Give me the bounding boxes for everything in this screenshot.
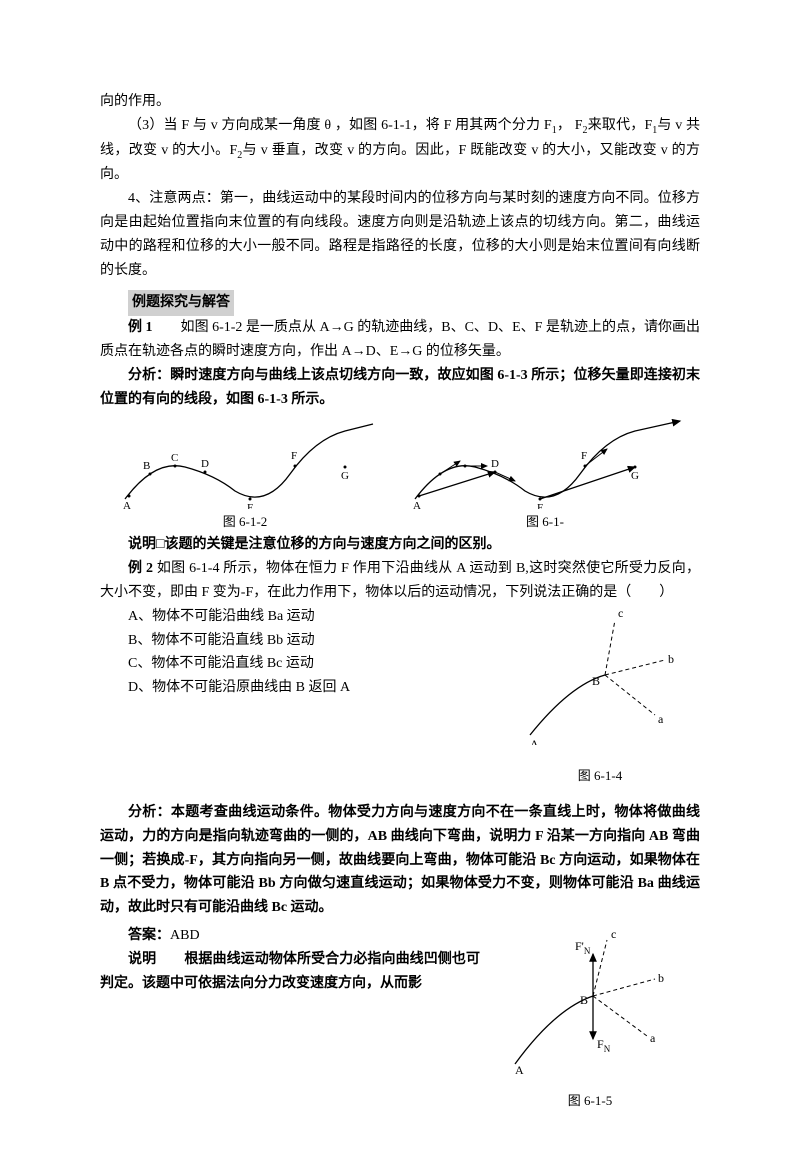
- figure-caption: 图 6-1-5: [568, 1090, 612, 1112]
- svg-text:G: G: [341, 470, 349, 482]
- svg-text:G: G: [631, 470, 639, 482]
- example-2-block: A、物体不可能沿曲线 Ba 运动 B、物体不可能沿直线 Bb 运动 C、物体不可…: [100, 605, 700, 787]
- paragraph-continuation: 向的作用。: [100, 90, 700, 114]
- svg-text:b: b: [668, 652, 674, 666]
- answer-line: 答案：ABD: [100, 924, 480, 948]
- svg-text:b: b: [658, 971, 664, 985]
- svg-text:D: D: [491, 458, 499, 470]
- figure-row-1: A B C D E F G 图 6-1-2: [100, 419, 700, 533]
- text: ， F: [557, 118, 583, 133]
- example-1: 例 1 如图 6-1-2 是一质点从 A→G 的轨迹曲线，B、C、D、E、F 是…: [100, 316, 700, 364]
- svg-text:a: a: [650, 1031, 656, 1045]
- force-diagram-icon: A B c b a: [510, 605, 690, 745]
- svg-text:FN: FN: [597, 1037, 611, 1054]
- figure-6-1-3: A D E F G 图 6-1-: [405, 419, 685, 533]
- option-a: A、物体不可能沿曲线 Ba 运动: [128, 605, 500, 629]
- note-text: 说明□该题的关键是注意位移的方向与速度方向之间的区别。: [128, 537, 500, 552]
- svg-text:E: E: [247, 502, 254, 509]
- example-1-note: 说明□该题的关键是注意位移的方向与速度方向之间的区别。: [100, 533, 700, 557]
- svg-text:E: E: [537, 502, 544, 509]
- figure-6-1-2: A B C D E F G 图 6-1-2: [115, 419, 375, 533]
- svg-text:c: c: [611, 927, 616, 941]
- example-2-analysis: 分析：本题考查曲线运动条件。物体受力方向与速度方向不在一条直线上时，物体将做曲线…: [100, 801, 700, 920]
- svg-text:B: B: [143, 460, 150, 472]
- svg-text:A: A: [123, 500, 131, 509]
- svg-text:c: c: [618, 606, 623, 620]
- svg-text:A: A: [413, 500, 421, 509]
- text: 来取代，F: [588, 118, 653, 133]
- option-d: D、物体不可能沿原曲线由 B 返回 A: [128, 676, 500, 700]
- section-header: 例题探究与解答: [128, 290, 234, 316]
- svg-text:F: F: [291, 450, 297, 462]
- final-block: 答案：ABD 说明 根据曲线运动物体所受合力必指向曲线凹侧也可判定。该题中可依据…: [100, 924, 700, 1112]
- example-2: 例 2 如图 6-1-4 所示，物体在恒力 F 作用下沿曲线从 A 运动到 B,…: [100, 557, 700, 605]
- curve-vectors-diagram-icon: A D E F G: [405, 419, 685, 509]
- paragraph-3: （3）当 F 与 v 方向成某一角度 θ ，如图 6-1-1，将 F 用其两个分…: [100, 114, 700, 187]
- svg-text:F: F: [581, 450, 587, 462]
- option-c: C、物体不可能沿直线 Bc 运动: [128, 652, 500, 676]
- svg-text:F'N: F'N: [575, 939, 591, 956]
- options-list: A、物体不可能沿曲线 Ba 运动 B、物体不可能沿直线 Bb 运动 C、物体不可…: [128, 605, 500, 700]
- figure-caption: 图 6-1-4: [578, 765, 622, 787]
- answer-value: ABD: [170, 928, 200, 943]
- example-body: 如图 6-1-4 所示，物体在恒力 F 作用下沿曲线从 A 运动到 B,这时突然…: [100, 561, 700, 600]
- text: （3）当 F 与 v 方向成某一角度 θ ，如图 6-1-1，将 F 用其两个分…: [128, 118, 552, 133]
- answer-label: 答案：: [128, 928, 170, 943]
- svg-text:D: D: [201, 458, 209, 470]
- paragraph-4: 4、注意两点：第一，曲线运动中的某段时间内的位移方向与某时刻的速度方向不同。位移…: [100, 187, 700, 282]
- option-b: B、物体不可能沿直线 Bb 运动: [128, 629, 500, 653]
- figure-caption: 图 6-1-: [526, 511, 564, 533]
- example-label: 例 2: [128, 561, 153, 576]
- curve-diagram-icon: A B C D E F G: [115, 419, 375, 509]
- svg-text:A: A: [530, 737, 539, 745]
- figure-6-1-4: A B c b a 图 6-1-4: [500, 605, 700, 787]
- figure-6-1-5: A B c b a F'N FN 图 6-1-5: [480, 924, 700, 1112]
- svg-text:B: B: [592, 674, 600, 688]
- svg-text:C: C: [171, 452, 178, 464]
- force-normal-diagram-icon: A B c b a F'N FN: [495, 924, 685, 1074]
- svg-text:A: A: [515, 1063, 524, 1074]
- figure-caption: 图 6-1-2: [223, 511, 267, 533]
- example-label: 例 1: [128, 320, 153, 335]
- example-body: 如图 6-1-2 是一质点从 A→G 的轨迹曲线，B、C、D、E、F 是轨迹上的…: [100, 320, 700, 359]
- example-1-analysis: 分析：瞬时速度方向与曲线上该点切线方向一致，故应如图 6-1-3 所示；位移矢量…: [100, 364, 700, 412]
- svg-text:B: B: [580, 993, 588, 1007]
- explanation: 说明 根据曲线运动物体所受合力必指向曲线凹侧也可判定。该题中可依据法向分力改变速…: [100, 948, 480, 996]
- svg-text:a: a: [658, 712, 664, 726]
